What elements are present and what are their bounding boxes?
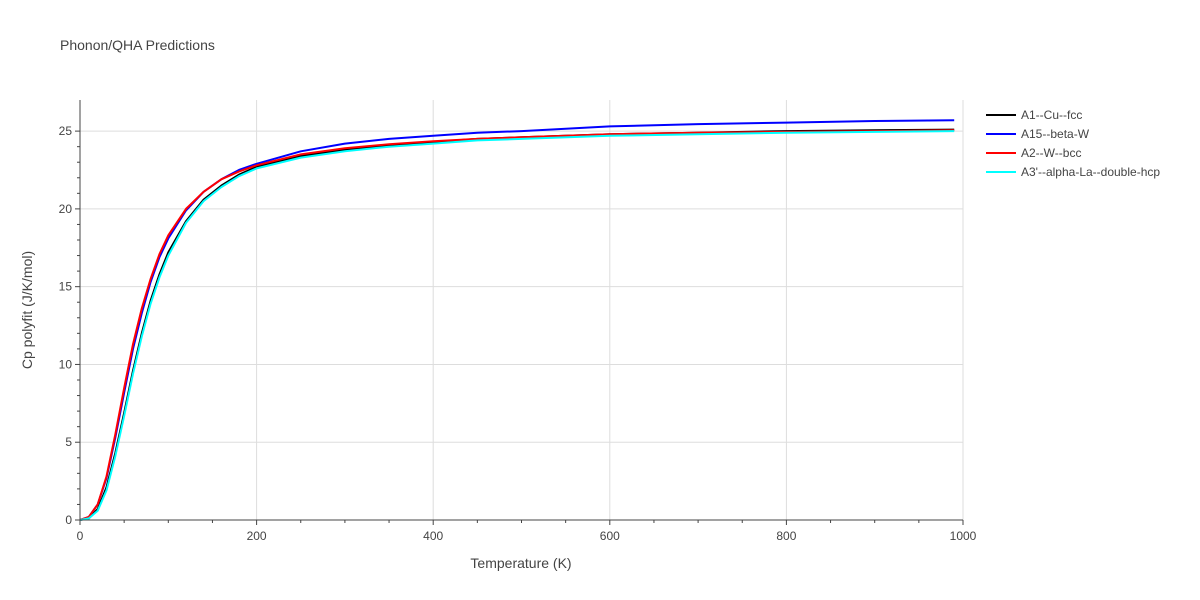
series-line-3	[79, 129, 955, 521]
x-axis-label: Temperature (K)	[470, 555, 571, 571]
legend-item-1[interactable]: A1--Cu--fcc	[986, 108, 1082, 122]
x-tick-label: 200	[247, 529, 267, 543]
legend-label: A1--Cu--fcc	[1021, 108, 1082, 122]
axes	[75, 100, 964, 525]
x-tick-label: 1000	[950, 529, 977, 543]
legend-label: A2--W--bcc	[1021, 146, 1081, 160]
legend[interactable]: A1--Cu--fcc A15--beta-W A2--W--bcc A3'--alp…	[986, 108, 1160, 179]
series-line-4	[79, 130, 955, 521]
legend-label: A3'--alpha-La--double-hcp	[1021, 165, 1160, 179]
x-tick-label: 800	[776, 529, 796, 543]
y-axis-ticks: 0 5 10 15 20 25	[59, 124, 73, 527]
y-tick-label: 15	[59, 280, 73, 294]
x-tick-label: 600	[600, 529, 620, 543]
y-tick-label: 20	[59, 202, 73, 216]
x-tick-label: 0	[77, 529, 84, 543]
y-tick-label: 10	[59, 357, 73, 371]
x-axis-ticks: 0 200 400 600 800 1000	[77, 529, 977, 543]
legend-item-3[interactable]: A2--W--bcc	[986, 146, 1081, 160]
legend-item-4[interactable]: A3'--alpha-La--double-hcp	[986, 165, 1160, 179]
x-tick-label: 400	[423, 529, 443, 543]
legend-label: A15--beta-W	[1021, 127, 1090, 141]
series-lines	[79, 119, 955, 521]
y-axis-label: Cp polyfit (J/K/mol)	[19, 251, 35, 369]
y-tick-label: 25	[59, 124, 73, 138]
y-tick-label: 0	[65, 513, 72, 527]
y-tick-label: 5	[65, 435, 72, 449]
chart-title: Phonon/QHA Predictions	[60, 37, 215, 53]
legend-item-2[interactable]: A15--beta-W	[986, 127, 1090, 141]
